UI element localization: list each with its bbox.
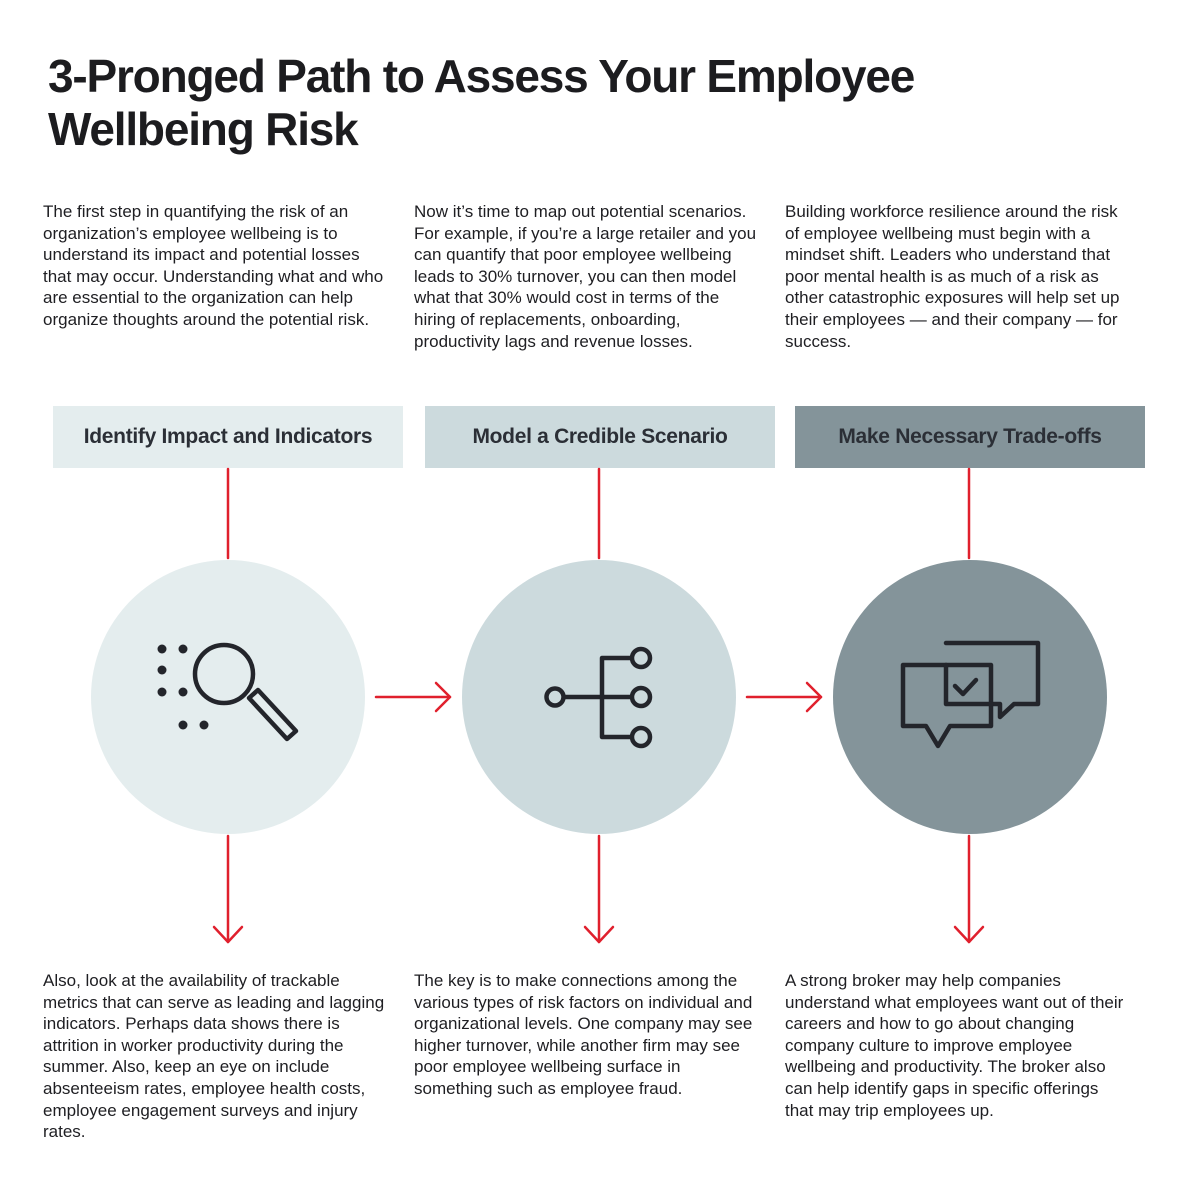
- step-1-label: Identify Impact and Indicators: [53, 406, 403, 468]
- step-1-intro-text: The first step in quantifying the risk o…: [43, 202, 384, 329]
- step-1-detail-text: Also, look at the availability of tracka…: [43, 971, 385, 1142]
- chat-checkmark-icon: [900, 640, 1041, 749]
- arrowhead-right-2: [805, 681, 823, 713]
- step-2-circle: [462, 560, 736, 834]
- arrowhead-right-1: [434, 681, 452, 713]
- step-3-intro-text: Building workforce resilience around the…: [785, 202, 1120, 351]
- step-2-arrowhead-down: [583, 925, 615, 944]
- step-3-label: Make Necessary Trade-offs: [795, 406, 1145, 468]
- step-1-arrowhead-down: [212, 925, 244, 944]
- step-2-intro-text: Now it’s time to map out potential scena…: [414, 202, 757, 351]
- step-2-label: Model a Credible Scenario: [425, 406, 775, 468]
- step-1-circle: [91, 560, 365, 834]
- magnifier-dots-icon: [157, 642, 299, 742]
- page-title: 3-Pronged Path to Assess Your Employee W…: [48, 50, 915, 155]
- step-3-arrowhead-down: [953, 925, 985, 944]
- step-2-detail-text: The key is to make connections among the…: [414, 971, 753, 1098]
- branching-tree-icon: [544, 646, 653, 749]
- step-3-detail-text: A strong broker may help companies under…: [785, 971, 1124, 1120]
- step-3-circle: [833, 560, 1107, 834]
